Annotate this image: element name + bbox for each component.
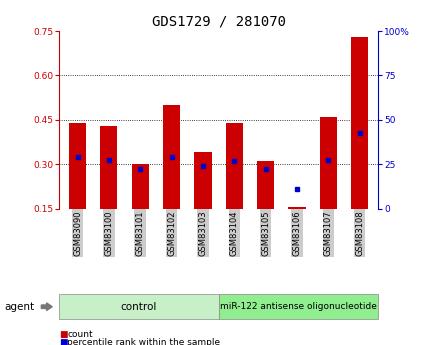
Bar: [100, 126, 117, 209]
Bar: [350, 37, 368, 209]
Bar: [319, 117, 336, 209]
Bar: [132, 164, 148, 209]
Text: ■: ■: [59, 338, 67, 345]
Bar: [194, 152, 211, 209]
Bar: [256, 161, 273, 209]
Bar: [288, 207, 305, 209]
Title: GDS1729 / 281070: GDS1729 / 281070: [151, 14, 285, 29]
Bar: [163, 105, 180, 209]
Text: percentile rank within the sample: percentile rank within the sample: [67, 338, 220, 345]
Text: agent: agent: [4, 302, 34, 312]
Text: control: control: [120, 302, 157, 312]
Bar: [69, 123, 86, 209]
Text: count: count: [67, 330, 93, 339]
Text: ■: ■: [59, 330, 67, 339]
Bar: [225, 123, 242, 209]
Text: miR-122 antisense oligonucleotide: miR-122 antisense oligonucleotide: [220, 302, 376, 311]
